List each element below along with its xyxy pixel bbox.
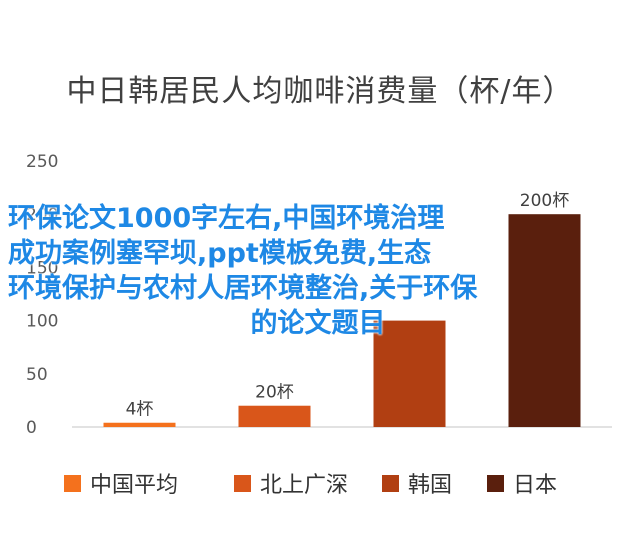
legend-swatch-1	[64, 475, 81, 492]
y-tick-label: 150	[26, 258, 58, 278]
legend-label-4: 日本	[513, 473, 557, 498]
y-tick-label: 100	[26, 312, 58, 332]
bar-2	[238, 405, 311, 427]
legend-swatch-2	[234, 475, 251, 492]
legend-swatch-4	[487, 475, 504, 492]
y-tick-label: 250	[26, 152, 58, 172]
overlay-line-2: 成功案例塞罕坝,ppt模板免费,生态	[8, 238, 432, 269]
bar-4	[508, 214, 581, 427]
y-tick-label: 200	[26, 205, 58, 225]
chart-title: 中日韩居民人均咖啡消费量（杯/年）	[66, 74, 574, 109]
overlay-text: 环保论文1000字左右,中国环境治理 成功案例塞罕坝,ppt模板免费,生态 环境…	[8, 201, 628, 341]
legend-label-3: 韩国	[408, 473, 452, 498]
legend-swatch-3	[382, 475, 399, 492]
data-label-1: 4杯	[126, 400, 154, 420]
overlay-line-3: 环境保护与农村人居环境整治,关于环保	[8, 273, 478, 304]
y-tick-label: 0	[26, 418, 37, 438]
overlay-line-1: 环保论文1000字左右,中国环境治理	[8, 203, 445, 234]
y-tick-label: 50	[26, 365, 48, 385]
bar-3	[373, 320, 446, 427]
data-label-4: 200杯	[520, 191, 569, 211]
legend-label-2: 北上广深	[260, 473, 348, 498]
data-label-2: 20杯	[255, 383, 294, 403]
legend-label-1: 中国平均	[90, 473, 178, 498]
bar-1	[103, 422, 176, 427]
overlay-line-4: 的论文题目	[250, 308, 386, 339]
